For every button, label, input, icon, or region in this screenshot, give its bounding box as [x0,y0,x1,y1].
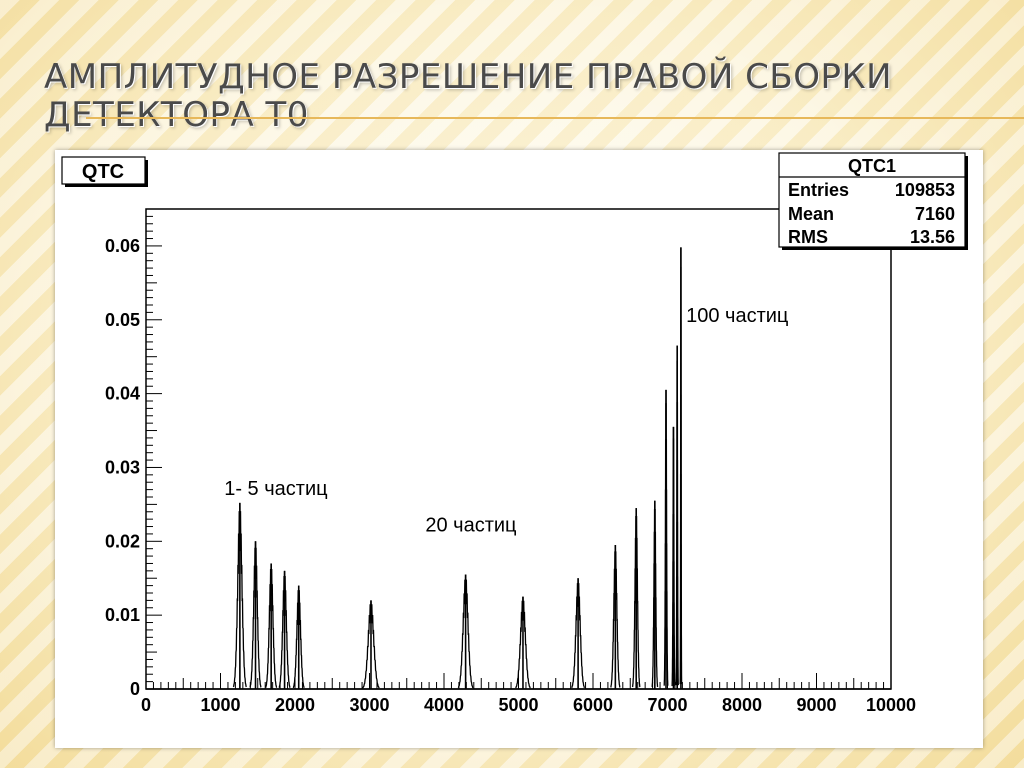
title-divider [86,117,1024,119]
x-tick-label: 6000 [573,695,613,715]
x-tick-label: 1000 [200,695,240,715]
histogram-peak [571,578,586,689]
histogram-peaks [146,247,891,690]
stats-name: QTC1 [848,156,896,176]
y-tick-label: 0.05 [105,310,140,330]
stats-mean-value: 7160 [915,204,955,224]
y-tick-label: 0.06 [105,236,140,256]
peak-annotation: 100 частиц [686,305,788,327]
stats-mean-label: Mean [788,204,834,224]
x-tick-label: 5000 [498,695,538,715]
x-tick-label: 0 [141,695,151,715]
peak-annotation: 20 частиц [425,515,516,537]
chart-title: QTC [82,161,124,183]
axes: 0 1000 2000 3000 4000 5000 6000 7000 8000 9000 100… [105,208,916,715]
slide-title: АМПЛИТУДНОЕ РАЗРЕШЕНИЕ ПРАВОЙ СБОРКИ ДЕТ… [44,57,893,135]
peak-annotation: 1- 5 частиц [224,478,327,500]
histogram-canvas: QTC 0 1000 2000 3000 4000 5000 6000 7000 8000 900… [55,150,983,748]
y-tick-label: 0.02 [105,531,140,551]
histogram-peak [362,600,380,689]
stats-rms-label: RMS [788,227,828,247]
stats-rms-value: 13.56 [910,227,955,247]
x-tick-label: 3000 [349,695,389,715]
stats-entries-value: 109853 [895,180,955,200]
x-tick-label: 8000 [722,695,762,715]
x-tick-label: 10000 [866,695,916,715]
histogram-peak [265,563,278,688]
x-tick-label: 4000 [424,695,464,715]
stats-box: QTC1 Entries 109853 Mean 7160 RMS 13.56 [778,152,968,250]
y-tick-label: 0.01 [105,605,140,625]
histogram-peak [651,500,659,688]
histogram-peak [663,389,669,686]
y-tick-label: 0.04 [105,384,140,404]
x-tick-label: 9000 [796,695,836,715]
annotations: 1- 5 частиц 20 частиц 100 частиц [224,305,788,537]
histogram-svg: QTC 0 1000 2000 3000 4000 5000 6000 7000 8000 900… [61,152,968,715]
stats-entries-label: Entries [788,180,849,200]
x-tick-label: 2000 [275,695,315,715]
y-tick-label: 0.03 [105,457,140,477]
chart-title-box: QTC [61,156,148,187]
x-tick-label: 7000 [647,695,687,715]
y-tick-label: 0 [130,679,140,699]
